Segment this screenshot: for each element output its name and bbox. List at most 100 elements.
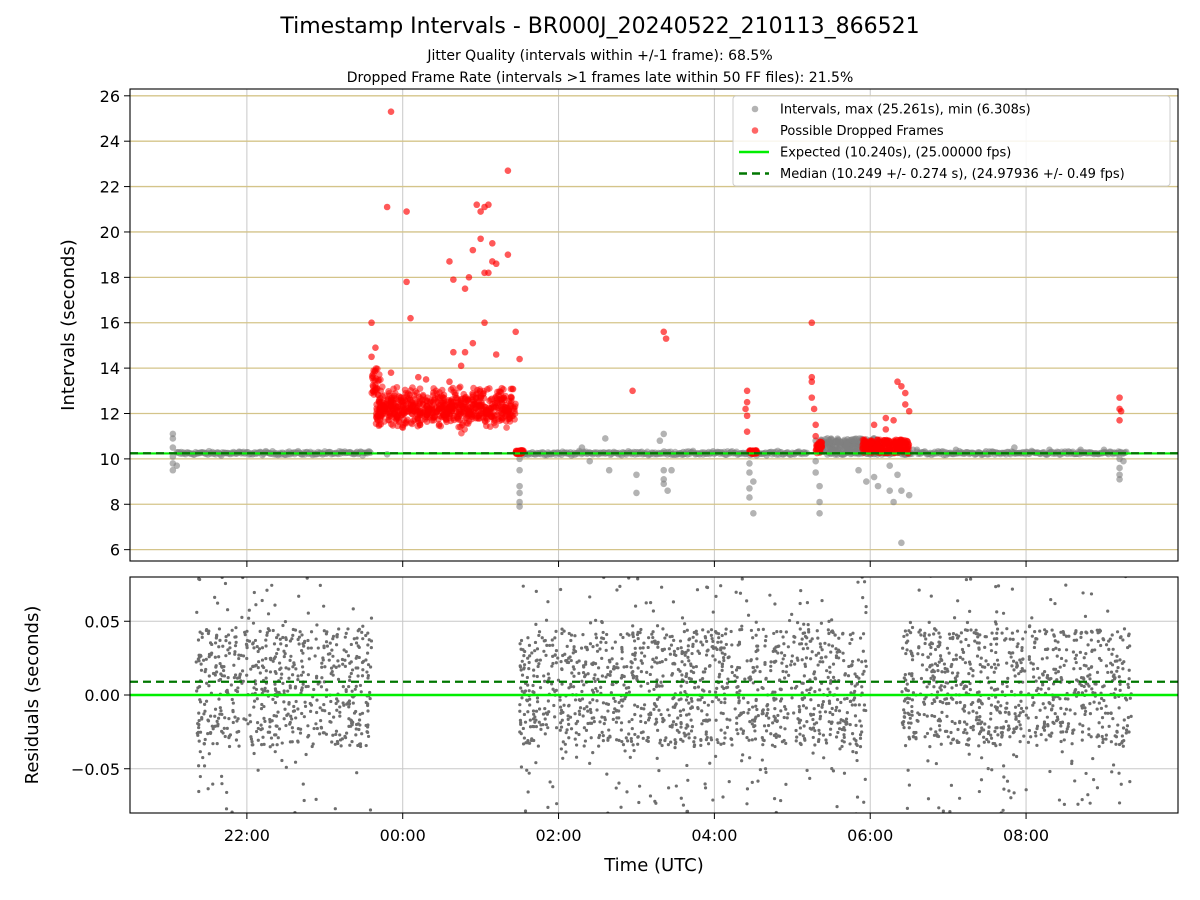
residual-point [655, 697, 660, 702]
residual-point [222, 726, 226, 730]
dropped-frame-point [465, 417, 473, 425]
residual-point [522, 667, 526, 671]
residual-point [831, 675, 836, 680]
residual-point [806, 623, 810, 627]
residual-point [215, 634, 219, 638]
residual-point [1049, 734, 1053, 738]
residual-point [583, 739, 588, 743]
residual-point [811, 726, 816, 730]
dropped-frame-point [742, 405, 749, 413]
residual-point [1081, 591, 1085, 595]
dropped-frame-point [498, 416, 506, 424]
residual-point [670, 723, 674, 727]
residual-point [852, 698, 856, 702]
residual-point [1064, 730, 1069, 734]
residual-point [990, 768, 994, 772]
legend-label: Possible Dropped Frames [780, 124, 944, 139]
residual-point [834, 735, 839, 739]
residual-point [300, 659, 304, 663]
residual-point [294, 699, 298, 704]
residual-point [521, 584, 525, 588]
residual-point [699, 743, 703, 747]
residual-point [523, 809, 528, 813]
residual-point [1089, 629, 1094, 633]
residual-point [939, 688, 943, 692]
residual-point [687, 659, 691, 663]
dropped-frame-point [412, 388, 419, 395]
residual-point [735, 716, 739, 720]
residual-point [658, 741, 662, 745]
residual-point [661, 627, 665, 631]
residual-point [230, 628, 234, 632]
residual-point [917, 588, 921, 592]
residual-point [977, 646, 981, 650]
y-tick-label: 26 [100, 87, 120, 106]
residual-point [202, 702, 207, 706]
residual-point [1086, 682, 1090, 686]
residual-point [213, 641, 218, 645]
residual-point [738, 628, 742, 632]
residual-point [368, 690, 372, 695]
residual-point [989, 665, 994, 669]
residual-point [1070, 742, 1074, 746]
residual-point [1051, 704, 1055, 708]
residual-point [842, 740, 846, 744]
residual-point [596, 666, 601, 670]
residual-point [561, 756, 565, 760]
residual-point [290, 740, 294, 744]
residual-point [582, 744, 586, 748]
residual-point [618, 584, 622, 589]
residual-point [604, 648, 608, 652]
residual-point [843, 673, 847, 677]
residual-point [217, 655, 221, 659]
residual-point [559, 660, 563, 664]
residual-point [999, 731, 1003, 735]
residual-point [343, 736, 348, 740]
dropped-frame-point [403, 208, 410, 215]
residual-point [262, 704, 266, 709]
residual-point [225, 790, 229, 795]
residual-point [826, 628, 830, 632]
residual-point [264, 657, 268, 661]
residual-point [727, 655, 731, 659]
residual-point [535, 658, 539, 662]
residual-point [676, 647, 680, 651]
residual-point [278, 637, 282, 641]
dropped-frame-point [372, 344, 379, 351]
residual-point [204, 657, 208, 661]
residual-point [1001, 611, 1006, 615]
residual-point [306, 638, 310, 643]
dropped-frame-point [504, 167, 512, 174]
residual-point [685, 713, 689, 717]
residual-point [318, 732, 322, 736]
residual-point [714, 631, 719, 635]
residual-point [565, 728, 569, 732]
residual-point [258, 671, 262, 675]
residual-point [927, 682, 931, 686]
residual-point [953, 676, 957, 680]
residual-point [957, 796, 962, 800]
residual-point [280, 758, 284, 763]
residual-point [666, 708, 670, 712]
residual-point [968, 662, 972, 666]
residual-point [267, 730, 272, 734]
residual-point [929, 645, 933, 650]
residual-point [199, 668, 204, 672]
residual-point [775, 815, 778, 818]
interval-point [516, 498, 523, 506]
residual-point [601, 701, 606, 705]
residual-point [1007, 712, 1011, 716]
residual-point [526, 656, 530, 660]
residual-point [569, 658, 573, 663]
residual-point [967, 752, 971, 756]
residual-point [659, 712, 663, 717]
residual-point [950, 662, 954, 667]
residual-point [719, 711, 723, 715]
residual-point [245, 638, 249, 643]
interval-point [516, 489, 523, 497]
residual-point [324, 732, 329, 736]
residual-point [800, 637, 804, 641]
residual-point [1014, 754, 1019, 759]
residual-point [632, 639, 637, 643]
residual-point [1032, 675, 1036, 679]
